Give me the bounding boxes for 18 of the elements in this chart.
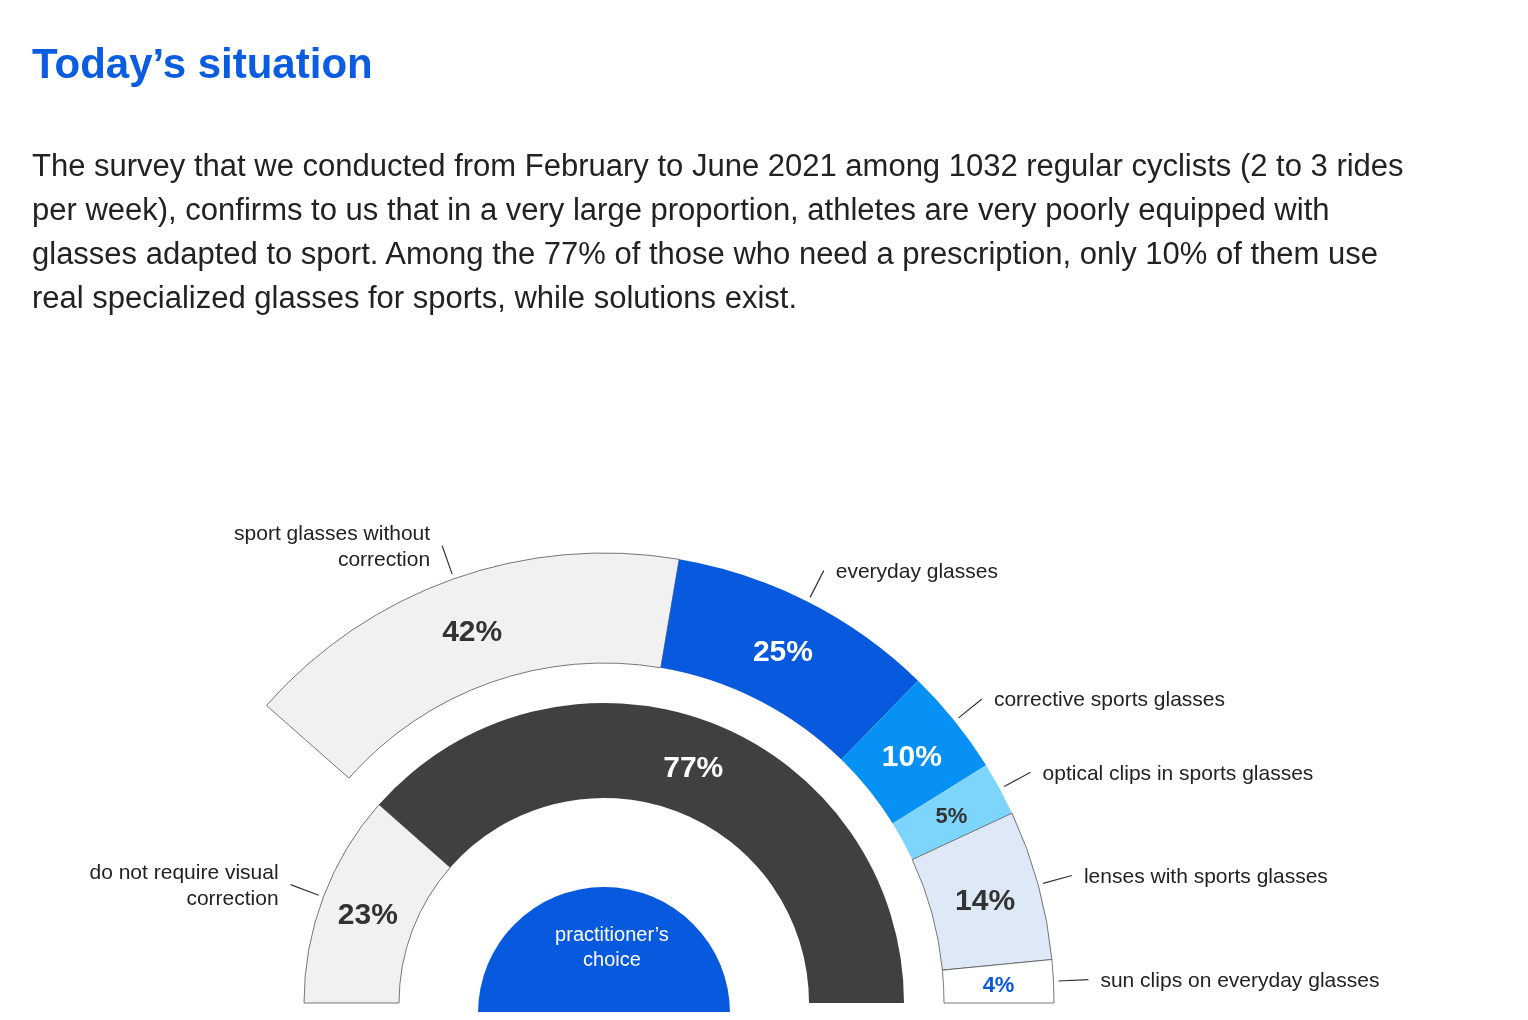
chart-title: Today’s situation — [32, 40, 373, 88]
text: practitioner’s choice — [555, 923, 669, 970]
slice-label: lenses with sports glasses — [1083, 863, 1328, 887]
data-label: 10% — [881, 738, 942, 772]
slice-label: sun clips on everyday glasses — [1100, 967, 1380, 991]
slice-label: optical clips in sports glasses — [1042, 760, 1314, 784]
slice-label: do not require visual correction — [89, 859, 279, 909]
slice-label: sport glasses without correction — [234, 521, 431, 571]
data-label: 5% — [935, 802, 968, 828]
slice-label: everyday glasses — [835, 558, 998, 582]
chart-subtitle: The survey that we conducted from February to June 2021 among 1032 regular cyclists (2 to 3 rides per week), confirms to us that in a very large proportion, athletes are very poorly equipped with glasses adapted to sport. Among the 77% of those who need a prescription, only 10% of them use real specialized glasses for sports, while solutions exist. — [32, 147, 1405, 317]
data-label: 4% — [982, 971, 1015, 997]
data-label: 42% — [442, 614, 503, 648]
data-label: 25% — [752, 634, 813, 668]
slice-label: corrective sports glasses — [993, 687, 1226, 711]
data-label: 77% — [663, 750, 724, 784]
data-label: 23% — [337, 897, 398, 931]
data-label: 14% — [955, 882, 1016, 916]
